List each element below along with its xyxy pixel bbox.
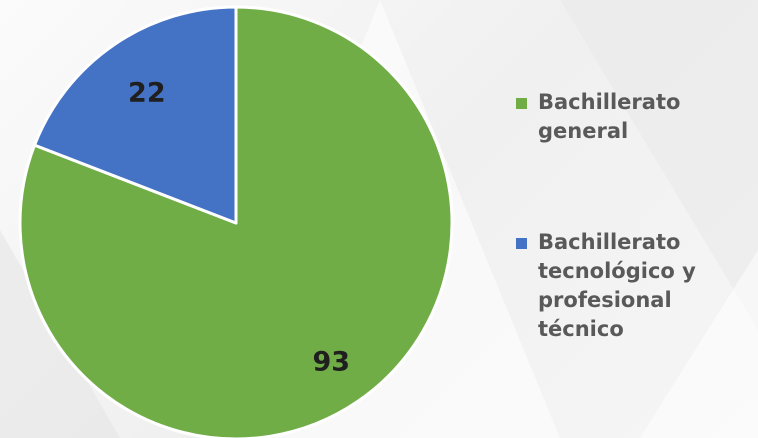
legend-label-tecnologico: Bachillerato tecnológico y profesional t… (538, 230, 696, 341)
pie-slices (18, 5, 454, 438)
data-label-tecnologico: 22 (128, 77, 166, 108)
legend-swatch-tecnologico (516, 238, 527, 249)
slice-bachillerato-tecnologico (33, 5, 238, 225)
data-label-general: 93 (312, 346, 350, 377)
data-labels: 93 22 (128, 77, 350, 377)
legend-swatch-general (516, 98, 527, 109)
legend-label-general: Bachillerato general (538, 90, 681, 143)
